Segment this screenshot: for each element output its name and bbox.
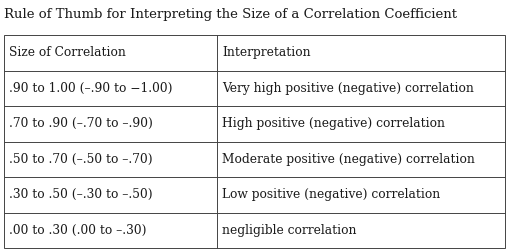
Text: .30 to .50 (–.30 to –.50): .30 to .50 (–.30 to –.50): [9, 188, 153, 201]
Text: .50 to .70 (–.50 to –.70): .50 to .70 (–.50 to –.70): [9, 153, 153, 166]
Text: Very high positive (negative) correlation: Very high positive (negative) correlatio…: [222, 82, 474, 95]
Text: .70 to .90 (–.70 to –.90): .70 to .90 (–.70 to –.90): [9, 117, 153, 130]
Text: Rule of Thumb for Interpreting the Size of a Correlation Coefficient: Rule of Thumb for Interpreting the Size …: [4, 8, 457, 21]
Text: .90 to 1.00 (–.90 to −1.00): .90 to 1.00 (–.90 to −1.00): [9, 82, 172, 95]
Text: Low positive (negative) correlation: Low positive (negative) correlation: [222, 188, 440, 201]
Text: Moderate positive (negative) correlation: Moderate positive (negative) correlation: [222, 153, 475, 166]
Text: Interpretation: Interpretation: [222, 46, 310, 59]
Text: negligible correlation: negligible correlation: [222, 224, 357, 237]
Text: High positive (negative) correlation: High positive (negative) correlation: [222, 117, 445, 130]
Text: .00 to .30 (.00 to –.30): .00 to .30 (.00 to –.30): [9, 224, 147, 237]
Text: Size of Correlation: Size of Correlation: [9, 46, 126, 59]
Bar: [4, 35, 505, 248]
